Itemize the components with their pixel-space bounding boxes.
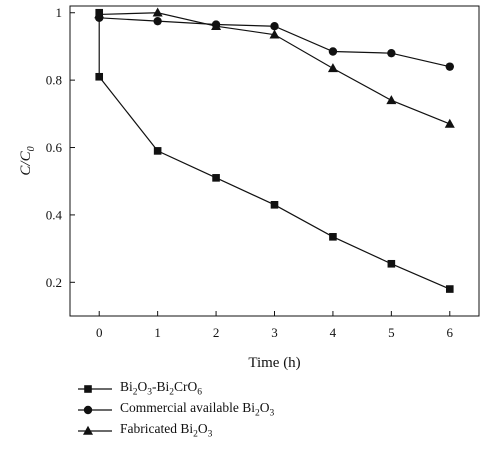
legend-marker-circle: [83, 405, 93, 414]
legend-marker-square: [84, 384, 92, 393]
data-point-triangle: [152, 7, 163, 17]
x-axis-ticks: 0 1 2 3 4 5 6: [96, 311, 454, 340]
series-line: [98, 12, 451, 290]
data-point-square: [329, 233, 337, 241]
legend-label: Bi2O3-Bi2CrO6: [120, 379, 203, 398]
y-axis-title: C/C0: [18, 146, 37, 175]
data-point-square: [387, 259, 396, 268]
series-triangle: [94, 7, 455, 128]
x-tick-label: 0: [96, 325, 103, 340]
plot-frame: [69, 5, 480, 317]
data-point-square: [95, 72, 104, 81]
legend-marker-triangle: [83, 425, 93, 435]
x-tick-label: 6: [447, 325, 454, 340]
data-point-triangle: [386, 95, 397, 105]
legend: Bi2O3-Bi2CrO6 Commercial available Bi2O3 F…: [78, 378, 274, 441]
legend-label: Commercial available Bi2O3: [120, 400, 275, 419]
x-tick-label: 4: [330, 325, 337, 340]
data-point-triangle: [269, 29, 280, 39]
series-circle: [95, 13, 454, 71]
legend-swatch: [78, 425, 112, 435]
data-point-square: [212, 174, 220, 182]
legend-swatch: [78, 405, 112, 414]
data-point-triangle: [94, 9, 105, 19]
data-point-circle: [153, 16, 162, 26]
data-point-triangle: [211, 21, 222, 31]
legend-label: Fabricated Bi2O3: [120, 421, 213, 440]
data-point-square: [270, 201, 279, 209]
data-point-circle: [270, 22, 279, 31]
data-point-triangle: [444, 118, 455, 128]
series-square: [95, 8, 454, 293]
data-point-square: [445, 285, 454, 293]
x-tick-label: 3: [271, 325, 278, 340]
x-axis-title: Time (h): [248, 355, 300, 371]
y-tick-label: 0.6: [46, 140, 63, 155]
series-layer: [94, 7, 455, 293]
legend-entry: Commercial available Bi2O3: [78, 399, 274, 420]
data-point-circle: [387, 48, 396, 58]
y-tick-label: 0.2: [46, 275, 62, 290]
data-point-triangle: [327, 63, 338, 73]
data-point-square: [153, 147, 162, 155]
y-axis-title-subscript: 0: [26, 146, 37, 151]
y-axis-ticks: 0.2 0.4 0.6 0.8 1: [46, 5, 75, 290]
x-tick-label: 2: [213, 325, 220, 340]
x-tick-label: 1: [154, 325, 161, 340]
data-point-circle: [445, 62, 454, 71]
y-tick-label: 1: [56, 5, 63, 20]
y-tick-label: 0.4: [46, 207, 63, 222]
legend-entry: Bi2O3-Bi2CrO6: [78, 378, 274, 399]
y-axis-title-main: C/C: [18, 150, 34, 175]
x-tick-label: 5: [388, 325, 395, 340]
legend-entry: Fabricated Bi2O3: [78, 420, 274, 441]
data-point-circle: [328, 47, 338, 56]
y-tick-label: 0.8: [46, 73, 62, 88]
legend-swatch: [78, 384, 112, 393]
